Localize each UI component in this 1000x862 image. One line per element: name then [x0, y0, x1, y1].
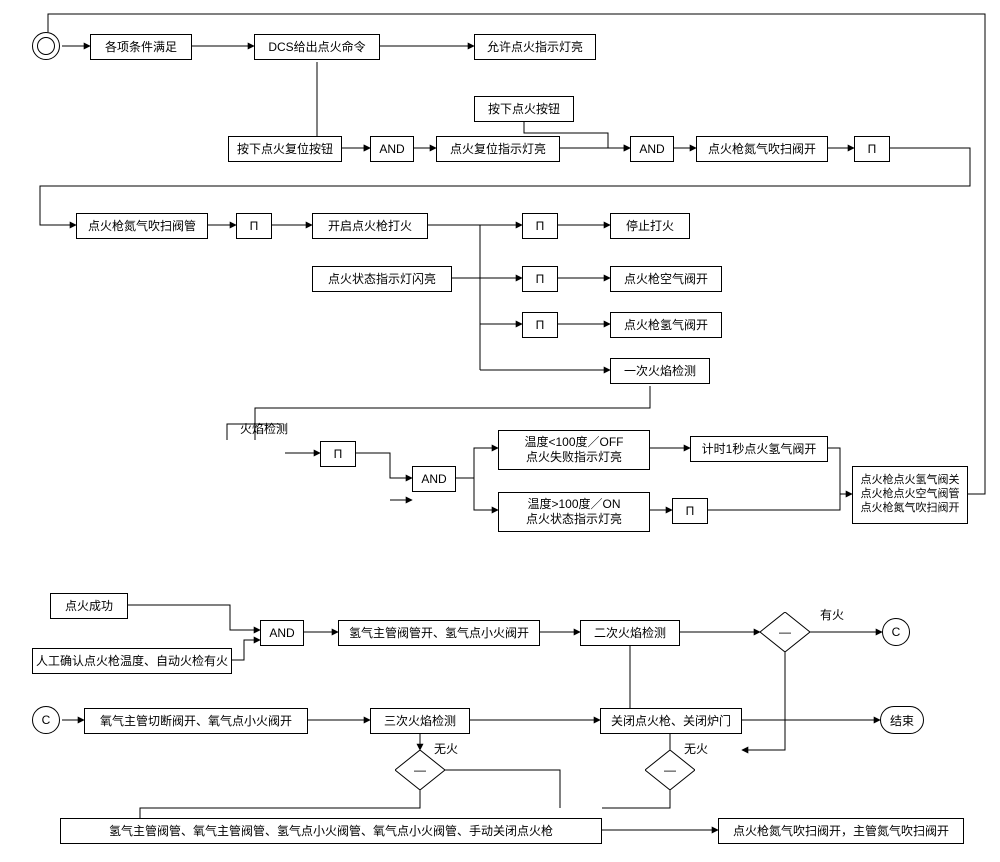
node-allow-indicator: 允许点火指示灯亮 [474, 34, 596, 60]
node-conditions-met: 各项条件满足 [90, 34, 192, 60]
node-close-gun-door: 关闭点火枪、关闭炉门 [600, 708, 742, 734]
node-start-ignition: 开启点火枪打火 [312, 213, 428, 239]
connector-c-label-2: C [42, 713, 51, 727]
pulse-3c: Π [522, 312, 558, 338]
node-stop-fire: 停止打火 [610, 213, 690, 239]
flowchart-canvas: 各项条件满足 DCS给出点火命令 允许点火指示灯亮 按下点火按钮 按下点火复位按… [0, 0, 1000, 862]
pulse-2: Π [236, 213, 272, 239]
decision-have-fire-1: — [760, 612, 810, 652]
node-manual-confirm: 人工确认点火枪温度、自动火检有火 [32, 648, 232, 674]
node-o2-main-open: 氧气主管切断阀开、氧气点小火阀开 [84, 708, 308, 734]
node-h2-valve-open: 点火枪氢气阀开 [610, 312, 722, 338]
node-close-valves: 点火枪点火氢气阀关 点火枪点火空气阀管 点火枪氮气吹扫阀开 [852, 466, 968, 524]
end-label: 结束 [890, 712, 914, 729]
connector-c-1: C [882, 618, 910, 646]
node-third-flame-detect: 三次火焰检测 [370, 708, 470, 734]
node-air-valve-open: 点火枪空气阀开 [610, 266, 722, 292]
and-gate-2: AND [630, 136, 674, 162]
start-node [32, 32, 60, 60]
pulse-flame-detect: Π [320, 441, 356, 467]
node-h2-main-open: 氢气主管阀管开、氢气点小火阀开 [338, 620, 540, 646]
node-press-reset-btn: 按下点火复位按钮 [228, 136, 342, 162]
end-node: 结束 [880, 706, 924, 734]
node-press-ignition-btn: 按下点火按钮 [474, 96, 574, 122]
node-temp-on: 温度>100度／ON 点火状态指示灯亮 [498, 492, 650, 532]
pulse-3a: Π [522, 213, 558, 239]
pulse-3b: Π [522, 266, 558, 292]
and-gate-3: AND [412, 466, 456, 492]
pulse-1: Π [854, 136, 890, 162]
node-second-flame-detect: 二次火焰检测 [580, 620, 680, 646]
node-reset-indicator-on: 点火复位指示灯亮 [436, 136, 560, 162]
node-n2-purge-open: 点火枪氮气吹扫阀开 [696, 136, 828, 162]
node-dcs-command: DCS给出点火命令 [254, 34, 380, 60]
node-all-valves-close: 氢气主管阀管、氧气主管阀管、氢气点小火阀管、氧气点小火阀管、手动关闭点火枪 [60, 818, 602, 844]
and-gate-1: AND [370, 136, 414, 162]
pulse-temp-on: Π [672, 498, 708, 524]
node-n2-both-open: 点火枪氮气吹扫阀开，主管氮气吹扫阀开 [718, 818, 964, 844]
node-ignition-success: 点火成功 [50, 593, 128, 619]
node-n2-purge-close: 点火枪氮气吹扫阀管 [76, 213, 208, 239]
connector-c-label-1: C [892, 625, 901, 639]
node-temp-off: 温度<100度／OFF 点火失败指示灯亮 [498, 430, 650, 470]
and-gate-4: AND [260, 620, 304, 646]
node-timer-1s-h2: 计时1秒点火氢气阀开 [690, 436, 828, 462]
node-first-flame-detect: 一次火焰检测 [610, 358, 710, 384]
connector-c-2: C [32, 706, 60, 734]
decision-no-fire-3: — [645, 750, 695, 790]
label-have-fire-1: 有火 [820, 606, 844, 623]
decision-no-fire-2: — [395, 750, 445, 790]
node-state-indicator-flash: 点火状态指示灯闪亮 [312, 266, 452, 292]
